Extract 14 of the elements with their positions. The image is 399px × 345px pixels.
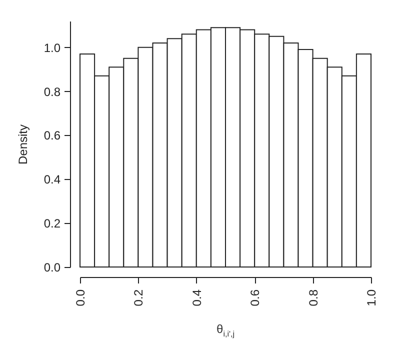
- y-tick-label: 0.2: [44, 216, 61, 231]
- x-tick-label: 1.0: [364, 289, 378, 306]
- x-axis-title: θ$_{i,i',j}$: [216, 322, 236, 338]
- y-tick-label: 0.4: [44, 172, 61, 187]
- x-tick-label: 0.0: [74, 289, 88, 306]
- y-tick-label: 0.6: [44, 128, 61, 143]
- y-axis-title: Density: [16, 124, 30, 165]
- x-tick-label: 0.2: [132, 289, 146, 306]
- x-tick-label: 0.8: [306, 289, 320, 306]
- y-tick-label: 1.0: [44, 40, 61, 55]
- x-tick-label: 0.6: [248, 289, 262, 306]
- y-tick-label: 0.8: [44, 84, 61, 99]
- y-tick-label: 0.0: [44, 260, 61, 274]
- x-tick-label: 0.4: [190, 289, 204, 306]
